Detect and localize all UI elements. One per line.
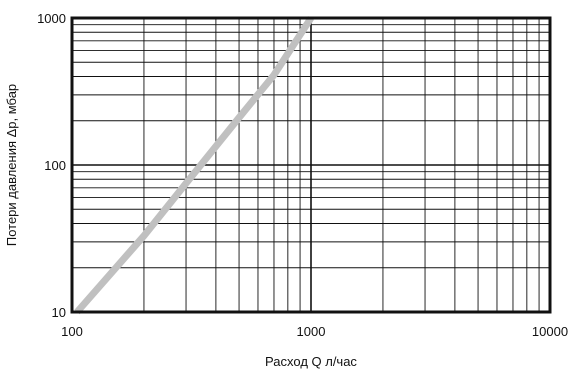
y-tick-labels: 10 100 1000	[37, 11, 66, 320]
y-tick-label: 10	[52, 305, 66, 320]
x-tick-label: 1000	[297, 324, 326, 339]
series-line-1	[74, 16, 314, 315]
y-tick-label: 1000	[37, 11, 66, 26]
x-tick-label: 100	[61, 324, 83, 339]
y-tick-label: 100	[44, 158, 66, 173]
x-tick-labels: 100 1000 10000	[61, 324, 568, 339]
x-axis-title: Расход Q л/час	[265, 354, 357, 369]
x-tick-label: 10000	[532, 324, 568, 339]
grid	[71, 18, 550, 313]
series-layer	[74, 16, 314, 315]
plot-frame	[70, 16, 552, 314]
y-axis-title: Потери давления Δp, мбар	[4, 84, 19, 246]
